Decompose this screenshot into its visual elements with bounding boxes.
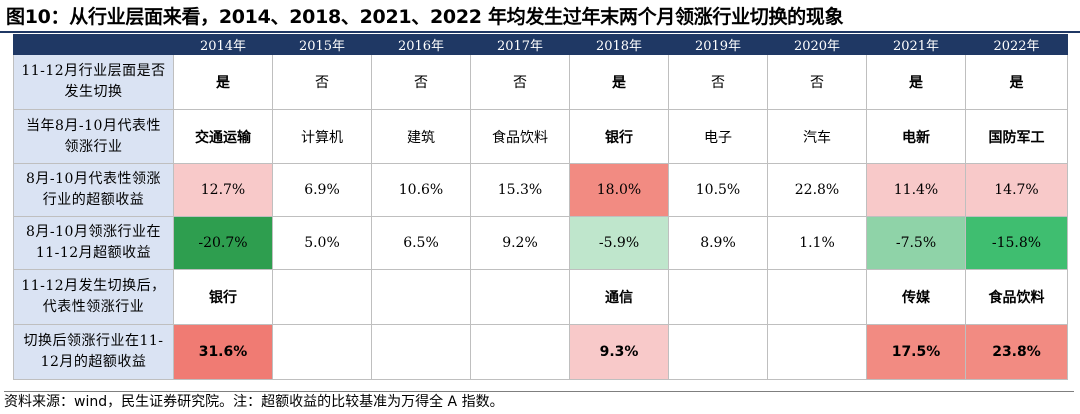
- row-label-line: 11-12月超额收益: [35, 245, 152, 261]
- table-cell: [272, 269, 372, 325]
- row-label: 8月-10月代表性领涨 行业的超额收益: [13, 163, 174, 217]
- table-cell: 22.8%: [767, 163, 867, 217]
- row-label: 11-12月行业层面是否 发生切换: [13, 54, 174, 110]
- table-cell: [470, 269, 570, 325]
- row-label: 切换后领涨行业在11- 12月的超额收益: [13, 324, 174, 380]
- table-cell: 23.8%: [965, 324, 1068, 380]
- table-cell: 食品饮料: [965, 269, 1068, 325]
- table-cell: 通信: [569, 269, 669, 325]
- table-cell: -20.7%: [173, 216, 273, 270]
- table-cell: 31.6%: [173, 324, 273, 380]
- column-header: 2021年: [866, 34, 966, 55]
- table-cell: 电新: [866, 109, 966, 164]
- table-cell: [371, 269, 471, 325]
- table-row: 8月-10月代表性领涨 行业的超额收益 12.7% 6.9% 10.6% 15.3…: [13, 163, 1068, 217]
- source-note: 资料来源：wind，民生证券研究院。注：超额收益的比较基准为万得全 A 指数。: [4, 391, 1074, 412]
- table-cell: 17.5%: [866, 324, 966, 380]
- row-label-line: 当年8月-10月代表性: [26, 117, 161, 134]
- row-label: 8月-10月领涨行业在 11-12月超额收益: [13, 216, 174, 270]
- table-cell: [767, 269, 867, 325]
- row-label-line: 12月的超额收益: [40, 354, 147, 370]
- row-label-line: 切换后领涨行业在11-: [23, 333, 164, 349]
- column-header: 2020年: [767, 34, 867, 55]
- table-cell: 15.3%: [470, 163, 570, 217]
- table-cell: [668, 324, 768, 380]
- table-cell: 计算机: [272, 109, 372, 164]
- row-label: 11-12月发生切换后， 代表性领涨行业: [13, 269, 174, 325]
- table-cell: 交通运输: [173, 109, 273, 164]
- table-cell: 银行: [173, 269, 273, 325]
- table-cell: 电子: [668, 109, 768, 164]
- row-label-line: 8月-10月代表性领涨: [26, 171, 161, 187]
- table-cell: 是: [965, 54, 1068, 110]
- table-cell: [272, 324, 372, 380]
- column-header: 2014年: [173, 34, 273, 55]
- figure-title: 图10：从行业层面来看，2014、2018、2021、2022 年均发生过年末两…: [6, 6, 844, 28]
- table-cell: 传媒: [866, 269, 966, 325]
- table-cell: 1.1%: [767, 216, 867, 270]
- table-cell: 9.2%: [470, 216, 570, 270]
- header-corner: [13, 34, 174, 55]
- title-divider: [0, 31, 1080, 33]
- column-header: 2016年: [371, 34, 471, 55]
- table-cell: 否: [272, 54, 372, 110]
- table-cell: 11.4%: [866, 163, 966, 217]
- table-row: 8月-10月领涨行业在 11-12月超额收益 -20.7% 5.0% 6.5% 9…: [13, 216, 1068, 270]
- table-cell: 18.0%: [569, 163, 669, 217]
- table-cell: 国防军工: [965, 109, 1068, 164]
- table-cell: 汽车: [767, 109, 867, 164]
- table-row: 11-12月发生切换后， 代表性领涨行业 银行 通信 传媒 食品饮料: [13, 269, 1068, 325]
- row-label-line: 11-12月行业层面是否: [21, 63, 166, 79]
- table-cell: 5.0%: [272, 216, 372, 270]
- table-cell: 否: [470, 54, 570, 110]
- table-cell: 10.5%: [668, 163, 768, 217]
- data-table: 2014年 2015年 2016年 2017年 2018年 2019年 2020…: [13, 34, 1068, 380]
- table-cell: [371, 324, 471, 380]
- column-header: 2019年: [668, 34, 768, 55]
- table-cell: 否: [767, 54, 867, 110]
- table-row: 切换后领涨行业在11- 12月的超额收益 31.6% 9.3% 17.5% 23.…: [13, 324, 1068, 380]
- table-cell: -7.5%: [866, 216, 966, 270]
- row-label: 当年8月-10月代表性 领涨行业: [13, 109, 174, 164]
- table-cell: 银行: [569, 109, 669, 164]
- table-cell: [470, 324, 570, 380]
- table-cell: 是: [569, 54, 669, 110]
- column-header: 2017年: [470, 34, 570, 55]
- row-label-line: 8月-10月领涨行业在: [26, 224, 161, 240]
- table-cell: 6.9%: [272, 163, 372, 217]
- table-cell: [668, 269, 768, 325]
- header-row: 2014年 2015年 2016年 2017年 2018年 2019年 2020…: [13, 34, 1068, 55]
- table-cell: 食品饮料: [470, 109, 570, 164]
- table-cell: 10.6%: [371, 163, 471, 217]
- column-header: 2018年: [569, 34, 669, 55]
- table-cell: 是: [173, 54, 273, 110]
- row-label-line: 领涨行业: [64, 138, 123, 155]
- table-cell: 否: [371, 54, 471, 110]
- table-cell: [767, 324, 867, 380]
- table-cell: -5.9%: [569, 216, 669, 270]
- row-label-line: 发生切换: [64, 84, 123, 100]
- table-cell: 12.7%: [173, 163, 273, 217]
- table-cell: 8.9%: [668, 216, 768, 270]
- column-header: 2022年: [965, 34, 1068, 55]
- table-cell: 是: [866, 54, 966, 110]
- table-cell: -15.8%: [965, 216, 1068, 270]
- row-label-line: 行业的超额收益: [42, 192, 145, 208]
- table-row: 当年8月-10月代表性 领涨行业 交通运输 计算机 建筑 食品饮料 银行 电子 汽…: [13, 109, 1068, 164]
- row-label-line: 代表性领涨行业: [42, 299, 145, 315]
- table-row: 11-12月行业层面是否 发生切换 是 否 否 否 是 否 否 是 是: [13, 54, 1068, 110]
- table-cell: 建筑: [371, 109, 471, 164]
- table-cell: 9.3%: [569, 324, 669, 380]
- column-header: 2015年: [272, 34, 372, 55]
- table-cell: 14.7%: [965, 163, 1068, 217]
- table-cell: 否: [668, 54, 768, 110]
- table-cell: 6.5%: [371, 216, 471, 270]
- row-label-line: 11-12月发生切换后，: [21, 278, 166, 294]
